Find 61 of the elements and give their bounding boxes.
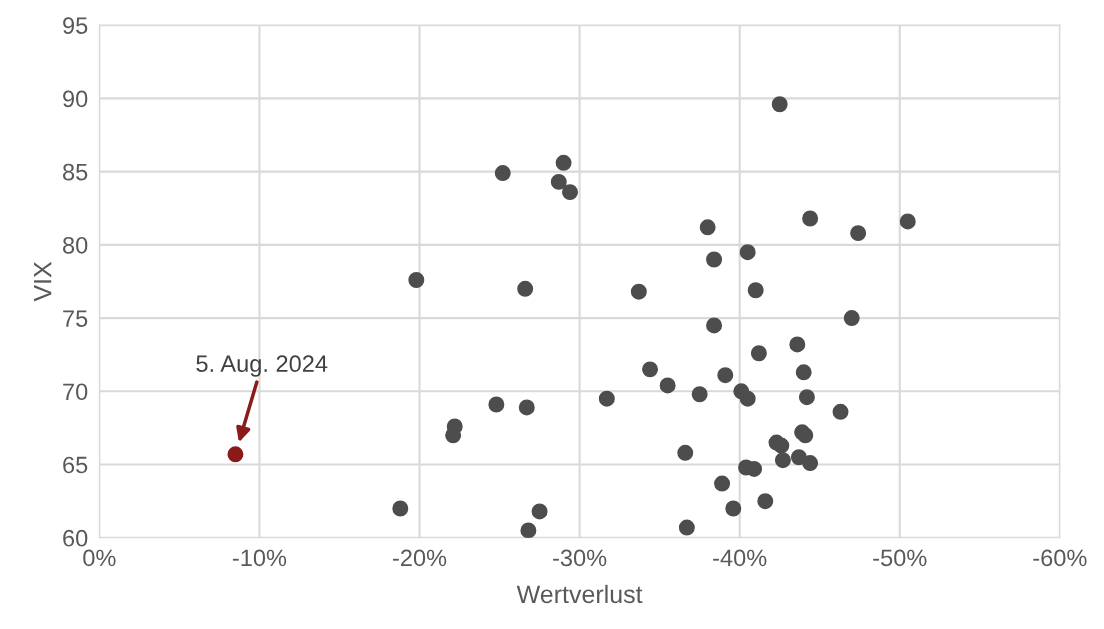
point (555, 154, 572, 171)
point (802, 455, 819, 472)
y-tick-label: 80 (63, 236, 88, 254)
x-axis-title: Wertverlust (516, 584, 643, 604)
point (850, 225, 867, 242)
point (802, 210, 819, 227)
point (774, 452, 791, 469)
point (832, 403, 849, 420)
y-tick-label: 70 (63, 383, 88, 401)
point (630, 283, 647, 300)
point (677, 444, 694, 461)
point (659, 377, 676, 394)
y-tick-label: 90 (63, 90, 88, 108)
y-tick-label: 85 (63, 163, 88, 181)
point (843, 310, 860, 327)
y-tick-label: 60 (63, 529, 88, 547)
point (678, 519, 695, 536)
point (706, 317, 723, 334)
point (773, 437, 790, 454)
point (757, 493, 774, 510)
point (789, 336, 806, 353)
y-tick-label: 95 (63, 17, 88, 34)
point (795, 364, 812, 381)
point (517, 280, 534, 297)
point (750, 345, 767, 362)
point (494, 165, 511, 182)
x-tick-label: -50% (873, 549, 927, 567)
point (227, 446, 244, 463)
annotation: 5. Aug. 2024 (196, 355, 328, 377)
point (531, 503, 548, 520)
point (691, 386, 708, 403)
point (520, 522, 537, 538)
point (392, 500, 409, 517)
point (562, 184, 578, 201)
y-tick-label: 75 (63, 310, 88, 327)
point (798, 389, 815, 406)
point (739, 244, 756, 261)
x-tick-label: -40% (713, 549, 767, 567)
point (699, 219, 716, 236)
point (642, 361, 659, 378)
point (518, 399, 535, 416)
x-tick-label: -30% (553, 549, 607, 567)
point (771, 96, 788, 113)
point (899, 213, 916, 230)
y-tick-label: 65 (63, 456, 88, 474)
x-tick-label: -20% (393, 549, 447, 567)
y-axis-title: VIX (34, 261, 52, 302)
point (550, 173, 567, 190)
point (408, 272, 425, 288)
point (714, 475, 731, 492)
point (488, 396, 505, 413)
point (725, 500, 742, 517)
point (739, 390, 756, 407)
x-tick-label: -10% (232, 549, 287, 567)
point (747, 282, 764, 299)
point (446, 418, 463, 435)
point (598, 390, 615, 407)
point (717, 367, 734, 384)
x-tick-label: -60% (1033, 549, 1087, 567)
x-tick-label: 0% (83, 549, 116, 567)
point (706, 251, 723, 268)
